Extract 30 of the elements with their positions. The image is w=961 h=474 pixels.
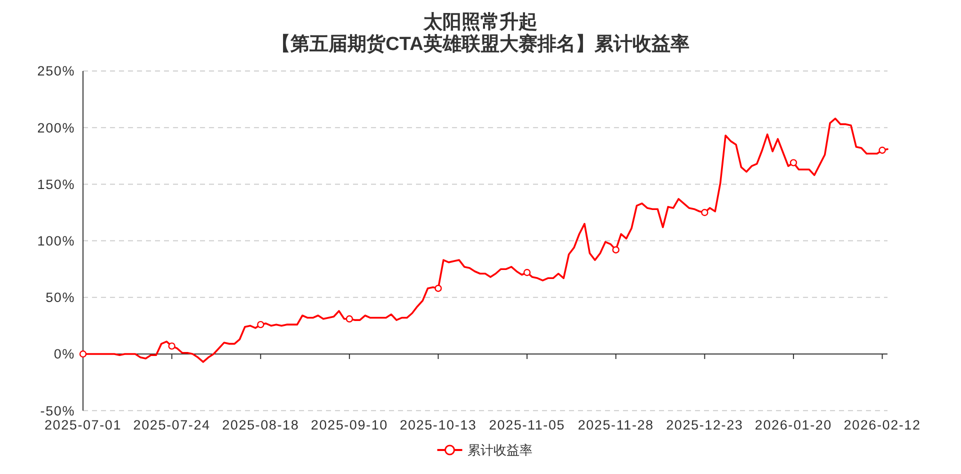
y-tick-label: 150% bbox=[37, 176, 75, 192]
x-tick-label: 2025-09-10 bbox=[310, 418, 388, 433]
point bbox=[878, 146, 886, 154]
x-tick-label: 2025-08-18 bbox=[222, 418, 300, 433]
point bbox=[523, 268, 531, 276]
point bbox=[434, 284, 442, 292]
y-tick-label: 200% bbox=[37, 120, 75, 136]
x-tick-label: 2025-12-23 bbox=[666, 418, 744, 433]
x-tick-label: 2025-10-13 bbox=[400, 418, 477, 433]
legend-label: 累计收益率 bbox=[467, 442, 532, 458]
chart-subtitle: 【第五届期货CTA英雄联盟大赛排名】累计收益率 bbox=[272, 33, 690, 55]
chart-title: 太阳照常升起 bbox=[422, 11, 538, 33]
point bbox=[257, 320, 264, 328]
point bbox=[168, 342, 176, 350]
x-tick-label: 2025-07-01 bbox=[44, 418, 122, 433]
x-tick-label: 2025-07-24 bbox=[133, 418, 210, 433]
point bbox=[701, 208, 708, 216]
point bbox=[790, 159, 798, 166]
point bbox=[346, 315, 354, 323]
y-tick-label: 0% bbox=[54, 346, 75, 362]
y-tick-label: 100% bbox=[37, 234, 75, 249]
x-tick-label: 2025-11-28 bbox=[578, 418, 654, 433]
y-tick-label: 250% bbox=[37, 64, 75, 79]
point bbox=[612, 246, 620, 254]
x-tick-label: 2026-01-20 bbox=[754, 418, 832, 433]
x-tick-label: 2025-11-05 bbox=[489, 418, 566, 433]
x-tick-label: 2026-02-12 bbox=[844, 418, 921, 433]
y-tick-label: 50% bbox=[46, 290, 75, 306]
y-tick-label: -50% bbox=[40, 403, 75, 418]
point bbox=[79, 350, 87, 358]
